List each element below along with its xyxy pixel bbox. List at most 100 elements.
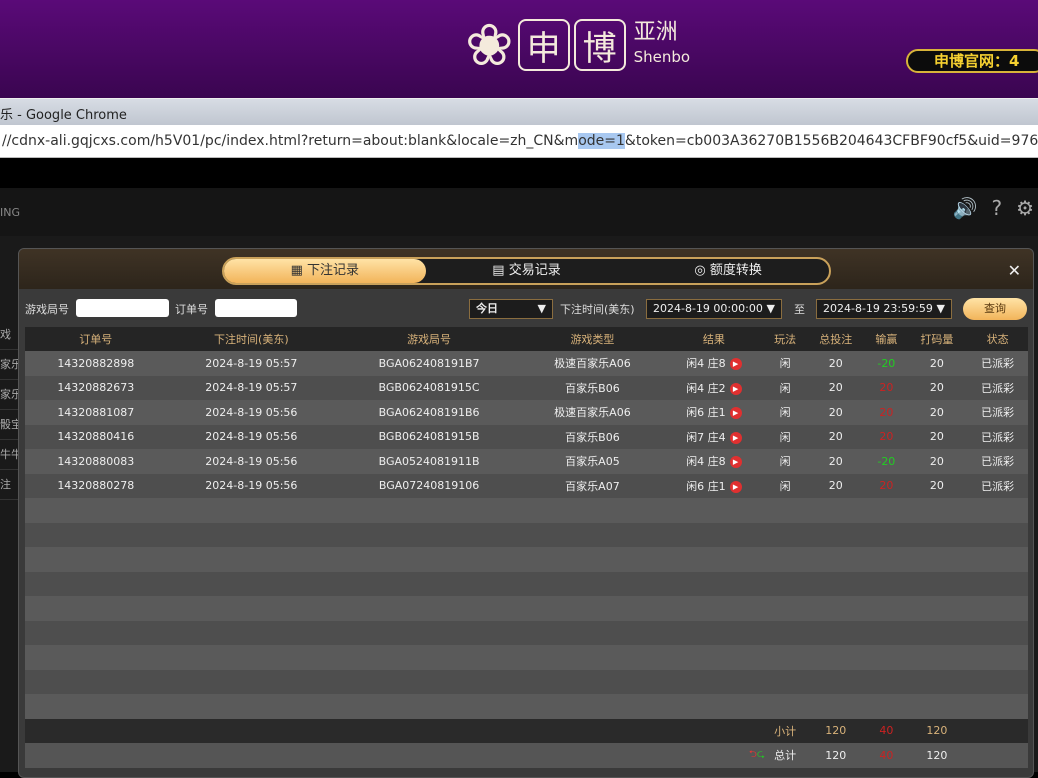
- subtotal-cell: 40: [866, 718, 907, 743]
- site-banner: ❀ 申 博 亚洲 Shenbo 申博官网：4: [0, 0, 1038, 98]
- tab-credit-transfer[interactable]: ◎ 额度转换: [627, 259, 829, 283]
- cell: 百家乐A07: [522, 473, 663, 498]
- cell: [336, 645, 523, 670]
- sidebar-item[interactable]: 家乐: [0, 380, 20, 410]
- cell: [336, 547, 523, 572]
- sidebar-item[interactable]: 戏: [0, 320, 20, 350]
- result-text: 闲4 庄8: [686, 455, 726, 469]
- table-row: 14320880278 2024-8-19 05:56 BGA07240819106…: [25, 473, 1028, 498]
- cell: [662, 547, 765, 572]
- cell: 14320880278: [25, 473, 167, 498]
- sidebar-item[interactable]: 家乐: [0, 350, 20, 380]
- empty-row: [25, 571, 1028, 596]
- cell: 20: [866, 375, 907, 400]
- game-round-input[interactable]: [76, 299, 169, 317]
- total-cell: [336, 743, 523, 768]
- cell: [662, 694, 765, 719]
- subtotal-cell: [336, 718, 523, 743]
- range-select[interactable]: 今日 ▼: [469, 299, 553, 319]
- brand-en: Shenbo: [633, 48, 691, 66]
- cell: 百家乐A05: [522, 449, 663, 474]
- coins-icon: ◎: [694, 263, 710, 278]
- start-time: 2024-8-19 00:00:00: [653, 302, 763, 315]
- cell: 闲: [764, 449, 806, 474]
- help-icon[interactable]: ?: [991, 196, 1003, 220]
- tab-bet-records[interactable]: ▦ 下注记录: [224, 259, 426, 283]
- cell: [967, 694, 1028, 719]
- cell: [522, 547, 663, 572]
- cell: [522, 596, 663, 621]
- game-round-label: 游戏局号: [25, 303, 69, 316]
- cell: [25, 522, 167, 547]
- cell: [522, 694, 663, 719]
- cell: 2024-8-19 05:56: [166, 400, 337, 425]
- table-row: 14320882673 2024-8-19 05:57 BGB0624081915C…: [25, 375, 1028, 400]
- tab-label: 额度转换: [709, 263, 762, 278]
- refresh-icon[interactable]: ⮌⮎: [748, 748, 765, 760]
- play-replay-icon[interactable]: ▶: [729, 480, 742, 493]
- cell: [764, 620, 806, 645]
- end-time-select[interactable]: 2024-8-19 23:59:59 ▼: [816, 299, 952, 319]
- cell: [866, 694, 907, 719]
- cell: [336, 522, 523, 547]
- subtotal-cell: [522, 718, 663, 743]
- cell: 2024-8-19 05:56: [166, 424, 337, 449]
- subtotal-row: 小计 120 40 120: [25, 718, 1028, 743]
- cell: 闲: [764, 473, 806, 498]
- cell: [25, 645, 167, 670]
- gear-icon[interactable]: ⚙: [1016, 196, 1034, 220]
- clipboard-icon: ▤: [492, 263, 509, 278]
- cell: [866, 522, 907, 547]
- cell: [866, 498, 907, 523]
- cell: [967, 547, 1028, 572]
- url-text-rest: &token=cb003A36270B1556B204643CFBF90cf5&…: [624, 133, 1038, 149]
- cell: 2024-8-19 05:56: [166, 473, 337, 498]
- brand-region: 亚洲: [633, 20, 678, 45]
- browser-title-bar: 乐 - Google Chrome: [0, 98, 1038, 125]
- cell: 20: [906, 400, 968, 425]
- official-site-label[interactable]: 申博官网：4: [906, 49, 1038, 73]
- time-label: 下注时间(美东): [560, 303, 635, 316]
- cell: [967, 522, 1028, 547]
- play-replay-icon[interactable]: ▶: [729, 431, 742, 444]
- play-replay-icon[interactable]: ▶: [729, 456, 742, 469]
- total-cell: ⮌⮎: [662, 743, 765, 768]
- column-header: 玩法: [764, 327, 806, 351]
- cell: [662, 522, 765, 547]
- result-text: 闲6 庄1: [686, 479, 726, 493]
- sound-icon[interactable]: 🔊: [952, 196, 978, 220]
- play-replay-icon[interactable]: ▶: [729, 382, 742, 395]
- cell: -20: [866, 351, 907, 376]
- empty-row: [25, 522, 1028, 547]
- play-replay-icon[interactable]: ▶: [729, 358, 742, 371]
- to-label: 至: [794, 303, 805, 316]
- close-icon[interactable]: ✕: [1007, 261, 1021, 280]
- tab-transaction-records[interactable]: ▤ 交易记录: [426, 259, 628, 283]
- dropdown-arrow-icon: ▼: [766, 302, 775, 315]
- cell: [25, 596, 167, 621]
- cell: [967, 669, 1028, 694]
- cell: 闲: [764, 400, 806, 425]
- cell: 闲: [764, 375, 806, 400]
- cell: [25, 694, 167, 719]
- cell: 14320880416: [25, 424, 167, 449]
- sidebar-item[interactable]: 骰宝: [0, 410, 20, 440]
- cell: 20: [906, 424, 968, 449]
- order-input[interactable]: [215, 299, 297, 317]
- sidebar-item[interactable]: 牛牛: [0, 440, 20, 470]
- sidebar-item[interactable]: 注: [0, 470, 20, 500]
- cell: BGA062408191B6: [336, 400, 523, 425]
- order-label: 订单号: [175, 303, 208, 316]
- empty-row: [25, 694, 1028, 719]
- start-time-select[interactable]: 2024-8-19 00:00:00 ▼: [646, 299, 782, 319]
- cell: 2024-8-19 05:57: [166, 375, 337, 400]
- cell: [805, 694, 867, 719]
- address-bar[interactable]: //cdnx-ali.gqjcxs.com/h5V01/pc/index.htm…: [0, 125, 1038, 158]
- query-button[interactable]: 查询: [963, 298, 1027, 320]
- cell: BGA0524081911B: [336, 449, 523, 474]
- brand-char-1: 申: [517, 19, 570, 71]
- play-replay-icon[interactable]: ▶: [729, 407, 742, 420]
- empty-row: [25, 596, 1028, 621]
- cell: [764, 645, 806, 670]
- cell: [866, 669, 907, 694]
